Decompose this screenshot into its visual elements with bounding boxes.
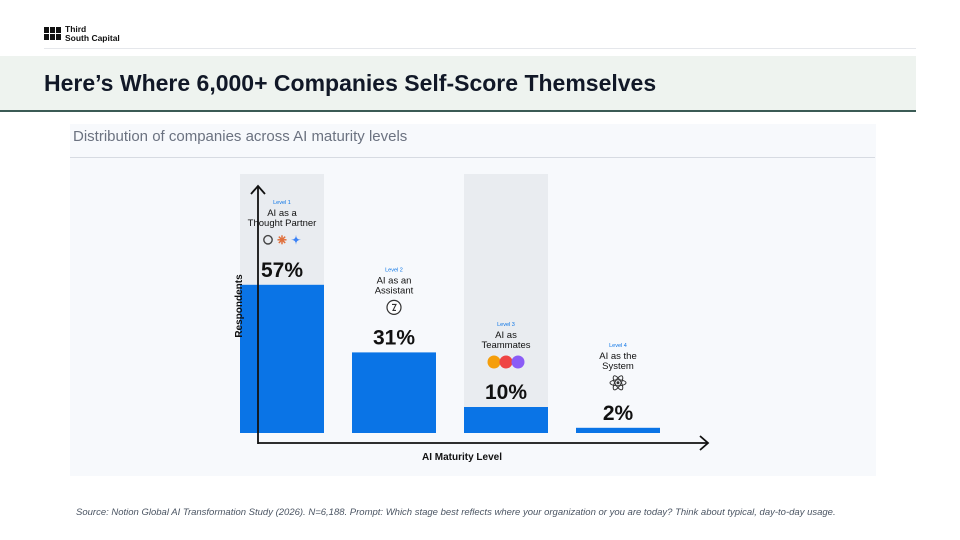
openai-icon (263, 234, 273, 245)
source-footnote: Source: Notion Global AI Transformation … (76, 507, 836, 518)
logo-line-1: Third (65, 24, 87, 34)
level-name-2-line-1: AI as an (377, 275, 412, 286)
x-axis-arrow-icon (699, 435, 710, 451)
level-name-3-line-2: Teammates (481, 340, 530, 351)
bar-level-4 (576, 427, 660, 433)
level-name-3-line-1: AI as (495, 330, 517, 341)
company-logo: Third South Capital (44, 25, 120, 42)
bar-level-1 (240, 284, 324, 433)
y-axis-arrow-icon (250, 184, 266, 195)
level-tag-4: Level 4 (609, 343, 627, 349)
agent-avatar-3-icon (511, 355, 525, 369)
level-name-2-line-2: Assistant (375, 285, 414, 296)
y-axis-label: Respondents (234, 274, 245, 338)
bar-chart: AI Maturity Level Respondents 57% Thought P… (234, 174, 710, 463)
title-band (0, 56, 916, 112)
bar-level-2 (352, 352, 436, 433)
x-axis-label: AI Maturity Level (422, 452, 502, 463)
level-tag-1: Level 1 (273, 200, 291, 206)
level-tag-3: Level 3 (497, 322, 515, 328)
data-label-level-2: 31% (373, 326, 415, 349)
chart-title: Distribution of companies across AI matu… (73, 128, 408, 145)
level-name-4-line-1: AI as the (599, 351, 637, 362)
notion-ai-glyph-icon (392, 303, 397, 311)
level-name-1-line-2: Thought Partner (248, 218, 317, 229)
gemini-icon (291, 234, 301, 245)
agent-avatar-1-icon (487, 355, 501, 369)
level-name-1-line-1: AI as a (267, 208, 297, 219)
logo-text: Third South Capital (65, 25, 120, 42)
agent-avatar-2-icon (499, 355, 513, 369)
react-atom-icon (609, 375, 627, 391)
header-divider (44, 48, 916, 49)
data-label-level-3: 10% (485, 381, 527, 404)
level-tag-2: Level 2 (385, 267, 403, 273)
bar-level-3 (464, 407, 548, 433)
react-atom-core-icon (616, 381, 620, 385)
highlight-band-3 (464, 174, 548, 433)
data-label-level-1: 57% (261, 259, 303, 282)
logo-line-2: South Capital (65, 32, 120, 43)
chart-card: Distribution of companies across AI matu… (70, 124, 876, 476)
slide-title: Here’s Where 6,000+ Companies Self-Score… (44, 70, 657, 96)
level-name-4-line-2: System (602, 361, 634, 372)
data-label-level-4: 2% (603, 402, 634, 425)
logo-mark-icon (44, 27, 61, 40)
claude-icon (277, 235, 287, 245)
chart-title-divider (70, 157, 875, 158)
